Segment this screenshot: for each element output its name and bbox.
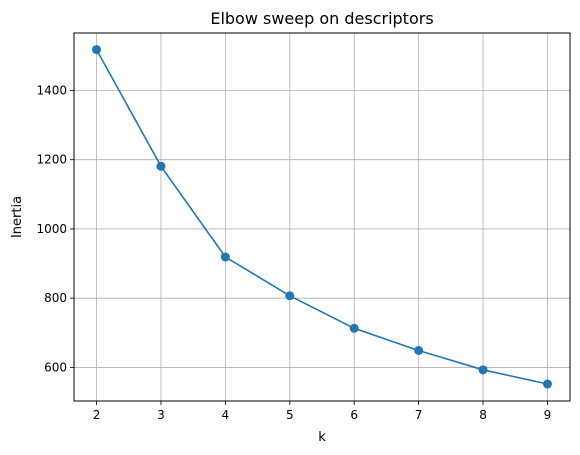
x-tick-label: 5 (286, 408, 294, 422)
x-tick-label: 7 (415, 408, 423, 422)
ticks: 2 3 4 5 6 7 8 9 600 800 1000 1200 1400 (36, 83, 551, 422)
y-tick-label: 800 (44, 291, 67, 305)
data-point (542, 379, 552, 389)
y-axis-label: Inertia (10, 196, 25, 238)
x-tick-label: 4 (222, 408, 230, 422)
x-tick-label: 9 (544, 408, 552, 422)
y-tick-label: 1000 (36, 222, 67, 236)
x-tick-label: 3 (157, 408, 165, 422)
series-layer (92, 45, 552, 389)
y-tick-label: 1400 (36, 83, 67, 97)
chart-title: Elbow sweep on descriptors (210, 9, 433, 28)
y-tick-label: 1200 (36, 153, 67, 167)
data-point (92, 45, 102, 55)
x-axis-label: k (318, 430, 326, 445)
data-point (349, 323, 359, 333)
data-point (478, 365, 488, 375)
series-line (95, 49, 548, 385)
data-point (156, 161, 166, 171)
data-point (414, 345, 424, 355)
data-point (220, 252, 230, 262)
x-tick-label: 2 (93, 408, 101, 422)
grid (74, 33, 570, 401)
x-tick-label: 6 (350, 408, 358, 422)
y-tick-label: 600 (44, 360, 67, 374)
data-point (285, 291, 295, 301)
x-tick-label: 8 (479, 408, 487, 422)
axes-frame (73, 32, 571, 402)
